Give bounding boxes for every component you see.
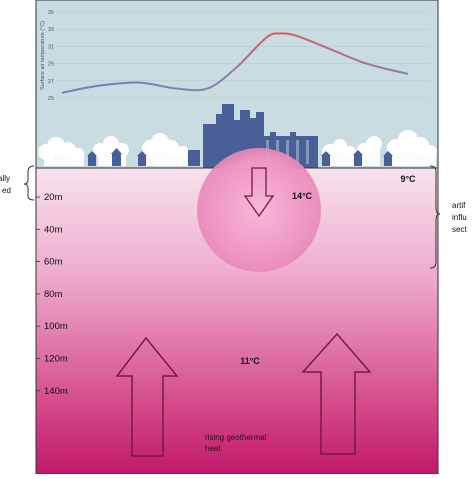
depth-label: 80m [44,289,63,300]
temperature-line [61,32,409,94]
right-label-line1: artif [452,201,466,210]
chart-grid [56,11,430,99]
y-tick-label: 27 [48,79,54,85]
left-label-line1: ally [0,174,10,183]
right-label-line3: sect [452,225,467,234]
y-axis-label: Surface air temperature (°C) [40,21,46,90]
left-bracket [23,165,35,201]
depth-label: 20m [44,192,63,203]
y-tick-label: 33 [48,27,54,33]
y-tick-label: 25 [48,96,54,102]
right-label-line2: influ [452,213,467,222]
downward-heat-arrow [243,167,275,218]
y-tick-label: 35 [48,10,54,16]
heat-island-plume [197,148,321,272]
geothermal-arrow-right [301,332,372,455]
temp-heat-island: 14°C [292,191,313,201]
right-bracket [429,165,441,269]
geothermal-arrow-left [115,336,179,457]
y-tick-label: 29 [48,62,54,68]
temp-surface: 9°C [400,174,416,184]
geothermal-label-line1: rising geothermal [205,433,267,442]
left-label-line2: ed [2,186,11,195]
y-tick-label: 31 [48,44,54,50]
y-axis-ticks: 35 33 31 29 27 25 [48,10,54,102]
geothermal-label-line2: heat [205,444,221,453]
temp-deep: 11°C [240,356,260,366]
depth-label: 120m [44,354,68,365]
city-skyline [38,104,437,168]
depth-label: 40m [44,224,63,235]
depth-label: 60m [44,257,63,268]
depth-axis: 20m 40m 60m 80m 100m 120m 140m [36,192,68,397]
depth-label: 100m [44,321,68,332]
depth-label: 140m [44,386,68,397]
